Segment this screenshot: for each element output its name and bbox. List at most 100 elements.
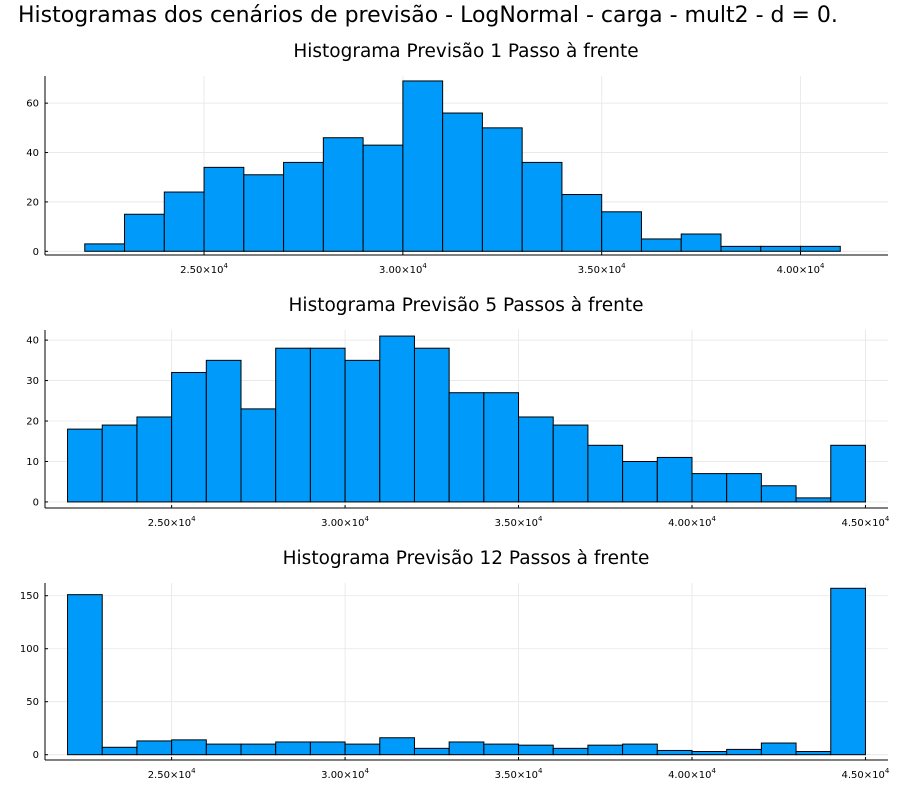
histogram-bar <box>760 245 802 252</box>
y-tick-label: 20 <box>26 197 39 208</box>
histogram-bar <box>101 424 138 503</box>
histogram-bar <box>171 739 207 756</box>
histogram-bar <box>379 737 415 756</box>
histogram-bar <box>67 428 103 503</box>
histogram-bar <box>640 238 682 252</box>
y-tick-label: 60 <box>26 99 39 110</box>
histogram-bar <box>240 743 277 756</box>
histogram-bar <box>587 444 624 503</box>
histogram-bar <box>362 144 404 252</box>
x-tick-label: 2.50×104 <box>148 515 196 529</box>
y-tick-label: 0 <box>33 247 39 258</box>
histogram-panel-1-step: Histograma Previsão 1 Passo à frente 0 20… <box>26 41 888 276</box>
histogram-bar <box>830 444 866 503</box>
histogram-bar <box>521 161 563 252</box>
histogram-bar <box>795 751 832 756</box>
y-tick-label: 40 <box>26 336 39 347</box>
histogram-bar <box>84 243 126 252</box>
histogram-bar <box>552 747 589 756</box>
histogram-bar <box>726 473 762 503</box>
x-tick-label: 3.50×104 <box>495 515 543 529</box>
histogram-bar <box>656 456 693 503</box>
x-tick-label: 3.00×104 <box>321 515 369 529</box>
x-tick-label: 4.00×104 <box>668 767 716 781</box>
figure-title: Histogramas dos cenários de previsão - L… <box>18 3 838 28</box>
histogram-bar <box>171 371 207 503</box>
x-tick-label: 2.50×104 <box>180 262 228 276</box>
histogram-bar <box>163 191 205 252</box>
x-tick-label: 3.00×104 <box>321 767 369 781</box>
histogram-bar <box>622 743 658 756</box>
histogram-bar <box>518 744 554 756</box>
histogram-bar <box>518 416 554 503</box>
histogram-bar <box>203 166 245 252</box>
histogram-bar <box>344 743 381 756</box>
histogram-bar <box>726 748 762 756</box>
histogram-bar <box>402 80 444 252</box>
histogram-bar <box>656 749 693 756</box>
x-tick-label: 4.50×104 <box>842 767 890 781</box>
histogram-bar <box>481 127 523 252</box>
histogram-bar <box>483 743 520 756</box>
y-tick-label: 0 <box>33 497 39 508</box>
histogram-bar <box>561 194 603 252</box>
histogram-bar <box>720 245 762 252</box>
histogram-bar <box>101 746 138 756</box>
histogram-bar <box>413 347 450 503</box>
histogram-bar <box>483 392 520 503</box>
x-tick-label: 3.00×104 <box>379 262 427 276</box>
x-tick-label: 4.00×104 <box>777 262 825 276</box>
x-tick-label: 2.50×104 <box>148 767 196 781</box>
y-tick-label: 100 <box>20 644 39 655</box>
y-tick-label: 0 <box>33 750 39 761</box>
histogram-bar <box>760 485 797 503</box>
histogram-bar <box>413 747 450 756</box>
histogram-bar <box>283 161 324 252</box>
histogram-bar <box>800 245 841 252</box>
histogram-bar <box>587 744 624 756</box>
histogram-bar <box>622 460 658 503</box>
histogram-bar <box>552 424 589 503</box>
panel-title: Histograma Previsão 12 Passos à frente <box>283 548 650 569</box>
x-tick-label: 4.50×104 <box>842 515 890 529</box>
histogram-bar <box>240 408 277 503</box>
histogram-bar <box>275 347 311 503</box>
y-tick-label: 10 <box>26 457 39 468</box>
panel-title: Histograma Previsão 5 Passos à frente <box>289 295 644 316</box>
histogram-bar <box>379 335 415 503</box>
histogram-bar <box>830 587 866 756</box>
histogram-bar <box>601 211 642 252</box>
histogram-bar <box>448 741 485 756</box>
histogram-bar <box>691 751 728 756</box>
histogram-panel-5-steps: Histograma Previsão 5 Passos à frente 0 1… <box>26 295 890 529</box>
y-tick-label: 40 <box>26 148 39 159</box>
histogram-bar <box>795 497 832 503</box>
y-tick-label: 50 <box>26 697 39 708</box>
histogram-bar <box>760 742 797 756</box>
x-tick-label: 3.50×104 <box>578 262 626 276</box>
histogram-bar <box>275 741 311 756</box>
x-tick-label: 4.00×104 <box>668 515 716 529</box>
histogram-bar <box>205 359 242 503</box>
histogram-bar <box>309 741 346 756</box>
histogram-bar <box>124 213 165 252</box>
histogram-bar <box>344 359 381 503</box>
x-tick-label: 3.50×104 <box>495 767 543 781</box>
y-tick-label: 30 <box>26 376 39 387</box>
panel-title: Histograma Previsão 1 Passo à frente <box>293 41 638 62</box>
y-tick-label: 20 <box>26 417 39 428</box>
histogram-bar <box>322 137 364 252</box>
histogram-bar <box>205 743 242 756</box>
histogram-bar <box>136 740 173 756</box>
histogram-bar <box>309 347 346 503</box>
histogram-bar <box>448 392 485 503</box>
histogram-bar <box>442 112 483 252</box>
histogram-bar <box>243 174 285 252</box>
histogram-panel-12-steps: Histograma Previsão 12 Passos à frente 0… <box>20 548 890 781</box>
histogram-bar <box>67 594 103 756</box>
y-tick-label: 150 <box>20 591 39 602</box>
histogram-bar <box>691 473 728 503</box>
histogram-bar <box>680 233 722 252</box>
histogram-bar <box>136 416 173 503</box>
